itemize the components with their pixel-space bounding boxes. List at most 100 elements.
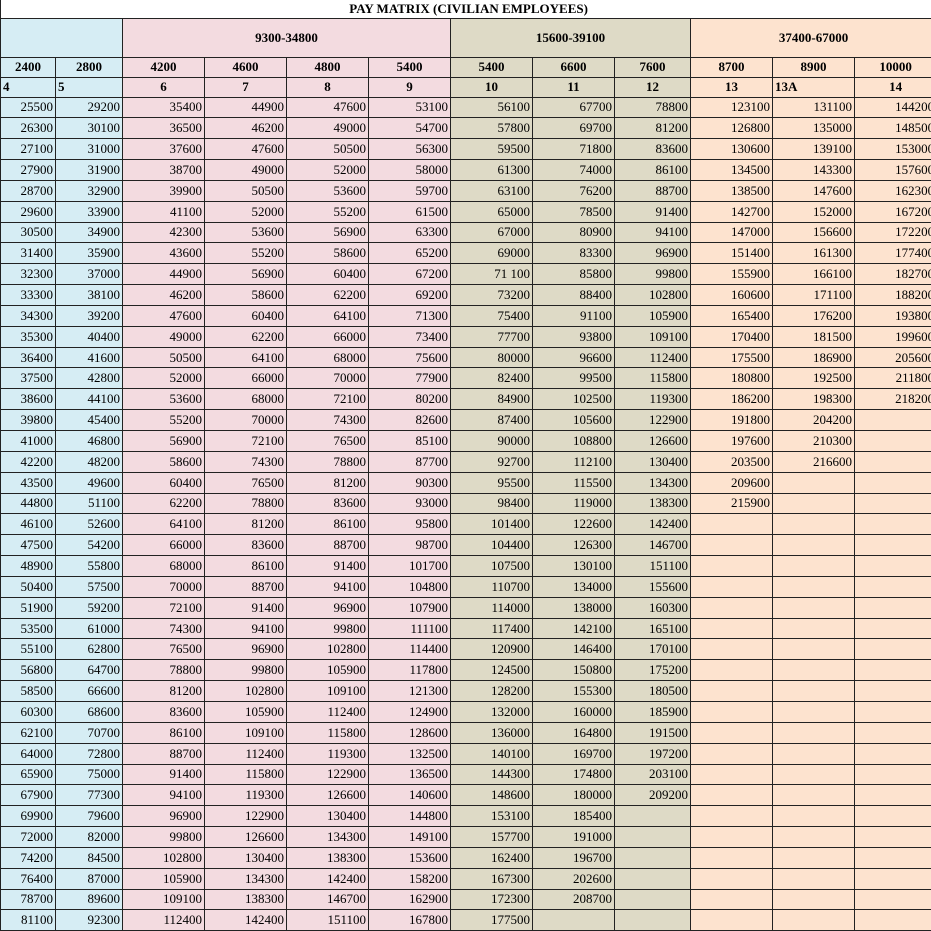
level: 5 xyxy=(55,76,123,98)
empty-cell xyxy=(772,805,855,828)
pay-cell: 185900 xyxy=(614,700,691,723)
pay-cell: 102800 xyxy=(286,638,369,661)
pay-row: 72000 82000 99800 126600 134300 149100 157700 1… xyxy=(0,826,931,848)
pay-row: 28700 32900 39900 50500 53600 59700 63100 76200… xyxy=(0,179,931,202)
pay-cell: 55100 xyxy=(0,638,56,661)
pay-cell: 134500 xyxy=(690,159,773,181)
pay-cell: 56900 xyxy=(286,221,369,244)
group-header: 37400-67000 xyxy=(689,17,931,58)
pay-row: 65900 75000 91400 115800 122900 136500 144300 1… xyxy=(0,763,931,786)
empty-cell xyxy=(853,409,931,431)
empty-cell xyxy=(772,471,855,494)
pay-cell: 104400 xyxy=(450,534,533,557)
empty-cell xyxy=(853,742,931,765)
pay-cell: 34900 xyxy=(55,221,123,244)
empty-cell xyxy=(690,534,773,557)
pay-cell: 218200 xyxy=(853,388,931,411)
empty-cell xyxy=(690,680,773,702)
pay-cell: 88700 xyxy=(286,534,369,557)
pay-cell: 115800 xyxy=(614,367,691,390)
empty-cell xyxy=(853,492,931,515)
pay-cell: 180000 xyxy=(532,784,615,807)
pay-cell: 60300 xyxy=(0,700,56,723)
pay-cell: 117400 xyxy=(450,617,533,640)
empty-cell xyxy=(853,763,931,786)
pay-cell: 88700 xyxy=(204,575,287,598)
pay-cell: 85800 xyxy=(532,263,615,286)
pay-cell: 43500 xyxy=(0,471,56,494)
empty-cell xyxy=(690,721,773,744)
pay-cell: 75000 xyxy=(55,763,123,786)
pay-cell: 96900 xyxy=(614,242,691,265)
pay-row: 27900 31900 38700 49000 52000 58000 61300 74000… xyxy=(0,159,931,181)
pay-cell: 83600 xyxy=(204,534,287,557)
pay-cell: 209200 xyxy=(614,784,691,807)
empty-cell xyxy=(853,513,931,536)
pay-cell: 74200 xyxy=(0,846,56,869)
pay-cell: 215900 xyxy=(690,492,773,515)
empty-cell xyxy=(690,596,773,619)
pay-row: 41000 46800 56900 72100 76500 85100 90000 10880… xyxy=(0,430,931,452)
pay-cell: 99800 xyxy=(204,659,287,682)
pay-cell: 128200 xyxy=(450,680,533,702)
pay-cell: 167300 xyxy=(450,867,533,890)
pay-cell: 114000 xyxy=(450,596,533,619)
pay-cell: 72000 xyxy=(0,826,56,848)
pay-cell: 38700 xyxy=(122,159,205,181)
pay-cell: 130400 xyxy=(204,846,287,869)
pay-cell: 37600 xyxy=(122,138,205,161)
pay-cell: 199600 xyxy=(853,325,931,348)
level: 13 xyxy=(690,76,773,98)
pay-cell: 41100 xyxy=(122,200,205,223)
pay-cell: 120900 xyxy=(450,638,533,661)
empty-cell xyxy=(690,888,773,911)
pay-cell: 197200 xyxy=(614,742,691,765)
pay-cell: 138300 xyxy=(286,846,369,869)
pay-cell: 182700 xyxy=(853,263,931,286)
pay-cell: 130400 xyxy=(286,805,369,828)
pay-cell: 119300 xyxy=(204,784,287,807)
pay-cell: 162400 xyxy=(450,846,533,869)
pay-cell: 86100 xyxy=(122,721,205,744)
pay-cell: 42300 xyxy=(122,221,205,244)
pay-cell: 50500 xyxy=(122,346,205,369)
pay-row: 29600 33900 41100 52000 55200 61500 65000 78500… xyxy=(0,200,931,223)
pay-cell: 71 100 xyxy=(450,263,533,286)
pay-cell: 157600 xyxy=(853,159,931,181)
pay-cell: 191500 xyxy=(614,721,691,744)
empty-cell xyxy=(772,888,855,911)
pay-cell: 77900 xyxy=(368,367,451,390)
pay-cell: 84500 xyxy=(55,846,123,869)
pay-cell: 138300 xyxy=(614,492,691,515)
empty-cell xyxy=(853,867,931,890)
pay-cell: 62800 xyxy=(55,638,123,661)
pay-row: 25500 29200 35400 44900 47600 53100 56100 67700… xyxy=(0,96,931,119)
empty-cell xyxy=(772,763,855,786)
pay-cell: 31400 xyxy=(0,242,56,265)
empty-cell xyxy=(853,534,931,557)
pay-cell: 111100 xyxy=(368,617,451,640)
pay-cell: 144300 xyxy=(450,763,533,786)
pay-cell: 105900 xyxy=(122,867,205,890)
empty-cell xyxy=(772,596,855,619)
pay-cell: 115800 xyxy=(286,721,369,744)
pay-cell: 87000 xyxy=(55,867,123,890)
pay-cell: 48200 xyxy=(55,450,123,473)
pay-cell: 62200 xyxy=(204,325,287,348)
empty-cell xyxy=(772,555,855,577)
pay-row: 35300 40400 49000 62200 66000 73400 77700 93800… xyxy=(0,325,931,348)
grade-pay: 2800 xyxy=(55,56,123,78)
pay-cell: 52000 xyxy=(122,367,205,390)
empty-cell xyxy=(853,575,931,598)
pay-cell: 211800 xyxy=(853,367,931,390)
pay-cell: 172300 xyxy=(450,888,533,911)
empty-cell xyxy=(690,575,773,598)
pay-row: 26300 30100 36500 46200 49000 54700 57800 69700… xyxy=(0,117,931,140)
pay-cell: 50500 xyxy=(204,179,287,202)
pay-cell: 158200 xyxy=(368,867,451,890)
pay-cell: 78800 xyxy=(122,659,205,682)
pay-cell: 33300 xyxy=(0,284,56,306)
pay-cell: 128600 xyxy=(368,721,451,744)
pay-cell: 88700 xyxy=(614,179,691,202)
pay-cell: 176200 xyxy=(772,304,855,327)
